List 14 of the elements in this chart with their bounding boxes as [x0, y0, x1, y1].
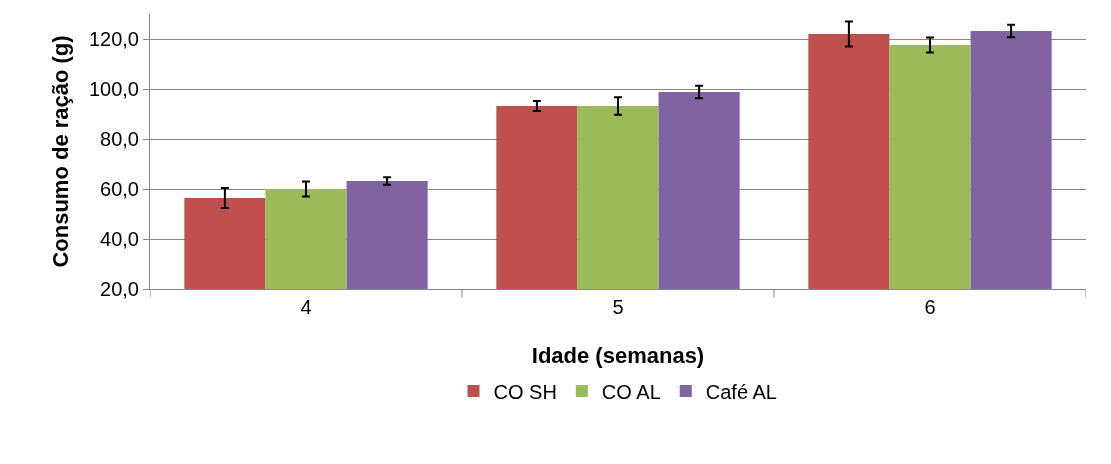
- y-tick-label: 80,0: [100, 128, 139, 150]
- y-tick-label: 40,0: [100, 228, 139, 250]
- legend-label: CO AL: [601, 380, 661, 403]
- legend-label: CO SH: [493, 380, 557, 403]
- y-tick-label: 20,0: [100, 278, 139, 300]
- x-tick-label: 5: [612, 296, 624, 318]
- x-tick-label: 4: [300, 296, 312, 318]
- y-tick-label: 60,0: [100, 178, 139, 200]
- x-axis-title: Idade (semanas): [531, 342, 705, 368]
- y-tick-label: 120,0: [88, 28, 139, 50]
- x-tick-label: 6: [924, 296, 936, 318]
- legend-label: Café AL: [705, 380, 777, 403]
- y-tick-label: 100,0: [88, 78, 139, 100]
- y-axis-title: Consumo de ração (g): [47, 35, 73, 268]
